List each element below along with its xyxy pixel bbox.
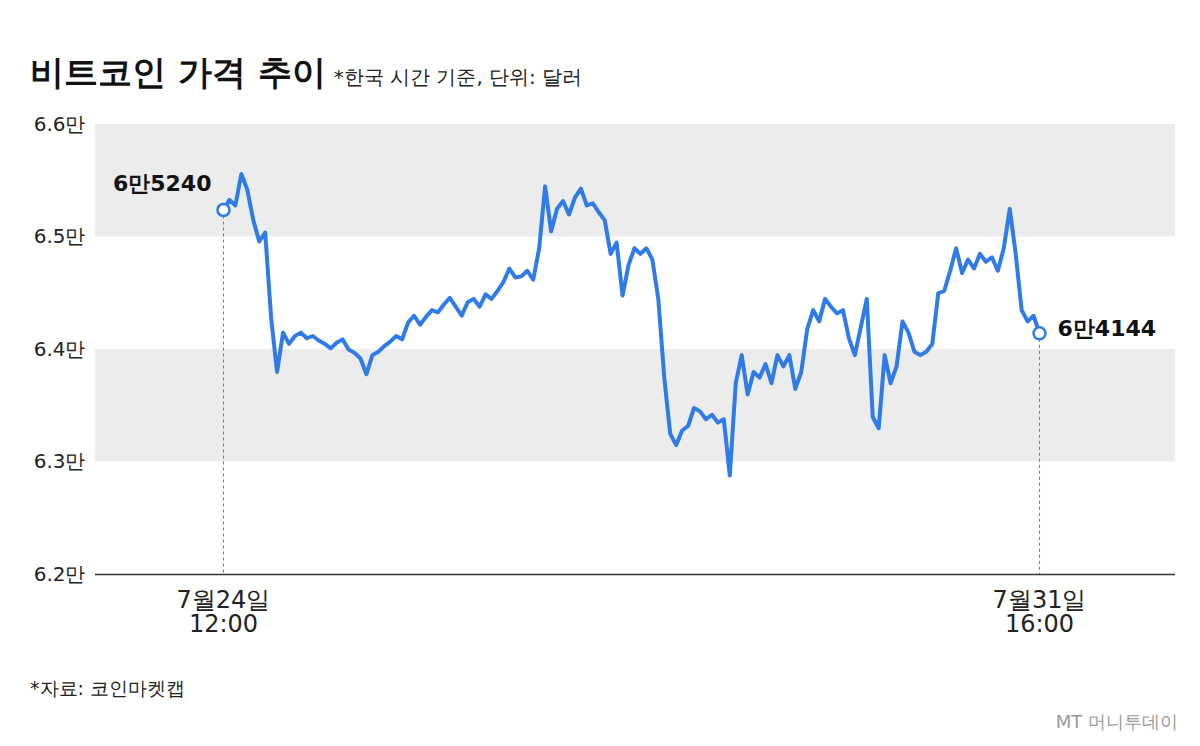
svg-text:7월24일12:00: 7월24일12:00 [177,586,271,638]
svg-text:6.5만: 6.5만 [34,224,86,248]
html-text:*자료: 코인마켓캡: *자료: 코인마켓캡 [30,677,185,699]
svg-text:6.3만: 6.3만 [34,449,86,473]
html-text:비트코인 가격 추이 *한국 시간 기준, 단위: 달러: 비트코인 가격 추이 *한국 시간 기준, 단위: 달러 [30,52,583,92]
html-text:MT 머니투데이: MT 머니투데이 [1055,711,1178,732]
svg-text:6.4만: 6.4만 [34,337,86,361]
svg-text:6만4144: 6만4144 [1058,316,1157,341]
svg-text:6.2만: 6.2만 [34,562,86,586]
svg-text:6.6만: 6.6만 [34,112,86,136]
svg-text:6만5240: 6만5240 [113,171,212,196]
svg-text:7월31일16:00: 7월31일16:00 [993,586,1087,638]
